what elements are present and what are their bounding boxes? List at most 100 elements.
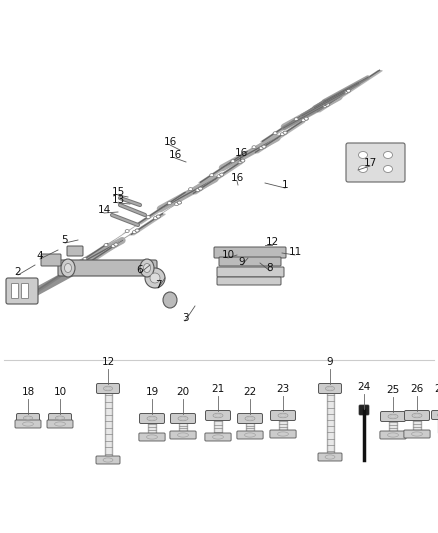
Text: 19: 19 [145,387,159,397]
FancyBboxPatch shape [279,419,287,431]
Ellipse shape [241,159,245,162]
FancyBboxPatch shape [58,260,157,276]
Ellipse shape [301,119,305,122]
Text: 4: 4 [37,251,43,261]
Ellipse shape [62,271,66,274]
Ellipse shape [346,89,350,92]
Ellipse shape [64,263,71,272]
Ellipse shape [280,133,284,136]
Ellipse shape [283,131,287,134]
Ellipse shape [154,216,158,220]
FancyBboxPatch shape [214,247,286,258]
FancyBboxPatch shape [237,431,263,439]
FancyBboxPatch shape [270,430,296,438]
Text: 9: 9 [327,357,333,367]
Ellipse shape [175,203,179,206]
Ellipse shape [325,103,329,106]
Text: 3: 3 [182,313,188,323]
Ellipse shape [156,215,160,218]
Text: 26: 26 [410,384,424,394]
Ellipse shape [125,230,129,232]
FancyBboxPatch shape [49,414,71,423]
Ellipse shape [111,245,115,247]
FancyBboxPatch shape [41,254,61,266]
Text: 13: 13 [111,195,125,205]
Ellipse shape [259,147,263,150]
FancyBboxPatch shape [11,284,18,298]
FancyBboxPatch shape [381,411,406,422]
Text: 9: 9 [239,257,245,267]
Ellipse shape [104,244,108,247]
Text: 22: 22 [244,387,257,397]
FancyBboxPatch shape [17,414,39,423]
Text: 14: 14 [97,205,111,215]
Text: 10: 10 [222,250,235,260]
Ellipse shape [177,201,181,204]
Ellipse shape [114,243,118,246]
Text: 24: 24 [357,382,371,392]
Text: 6: 6 [137,265,143,275]
FancyBboxPatch shape [318,453,342,461]
FancyBboxPatch shape [205,433,231,441]
Ellipse shape [135,229,139,232]
Ellipse shape [358,166,367,173]
Ellipse shape [189,188,193,191]
FancyBboxPatch shape [413,419,421,431]
Ellipse shape [323,104,327,108]
FancyBboxPatch shape [346,143,405,182]
FancyBboxPatch shape [148,422,156,434]
Ellipse shape [304,117,308,120]
Ellipse shape [241,159,245,162]
Ellipse shape [262,145,266,148]
Text: 20: 20 [177,387,190,397]
Ellipse shape [294,118,298,121]
Text: 27: 27 [434,384,438,394]
Text: 15: 15 [111,187,125,197]
FancyBboxPatch shape [389,420,397,432]
FancyBboxPatch shape [380,431,406,439]
FancyBboxPatch shape [96,384,120,393]
Ellipse shape [140,259,154,277]
FancyBboxPatch shape [431,410,438,419]
FancyBboxPatch shape [96,456,120,464]
Ellipse shape [358,151,367,158]
Ellipse shape [145,268,165,288]
Ellipse shape [217,175,221,177]
Text: 8: 8 [267,263,273,273]
Text: 2: 2 [15,267,21,277]
Ellipse shape [61,259,75,277]
Ellipse shape [344,91,348,94]
FancyBboxPatch shape [217,267,284,277]
Ellipse shape [220,173,224,176]
FancyBboxPatch shape [246,422,254,432]
FancyBboxPatch shape [21,284,28,298]
FancyBboxPatch shape [214,419,222,434]
Ellipse shape [273,132,277,135]
Text: 25: 25 [386,385,399,395]
FancyBboxPatch shape [237,414,262,424]
FancyBboxPatch shape [170,414,195,424]
Ellipse shape [150,273,160,283]
Text: 17: 17 [364,158,377,168]
FancyBboxPatch shape [105,392,112,457]
Ellipse shape [262,145,266,148]
Ellipse shape [114,243,118,246]
Text: 21: 21 [212,384,225,394]
Ellipse shape [177,201,181,204]
FancyBboxPatch shape [179,422,187,432]
Ellipse shape [304,117,308,120]
Text: 16: 16 [168,150,182,160]
Ellipse shape [132,231,136,233]
Text: 16: 16 [163,137,177,147]
Text: 11: 11 [288,247,302,257]
Ellipse shape [198,187,202,190]
Text: 23: 23 [276,384,290,394]
FancyBboxPatch shape [318,384,342,393]
FancyBboxPatch shape [139,414,165,424]
Ellipse shape [163,292,177,308]
FancyBboxPatch shape [404,430,430,438]
Ellipse shape [231,160,235,163]
Ellipse shape [252,146,256,149]
FancyBboxPatch shape [219,257,281,266]
FancyBboxPatch shape [139,433,165,441]
